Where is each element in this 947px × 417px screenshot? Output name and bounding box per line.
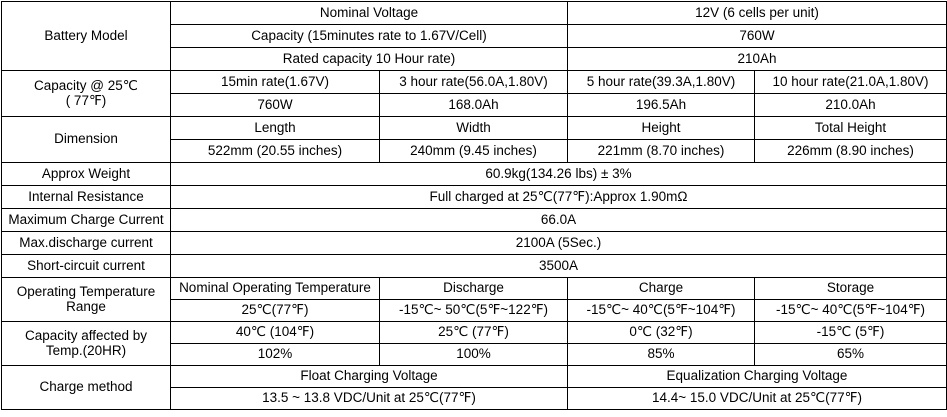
battery-model-row-1: Battery Model Nominal Voltage 12V (6 cel… [1, 1, 947, 71]
max-discharge-current-value: 2100A (5Sec.) [170, 231, 947, 255]
capacity-percent-value: 65% [754, 343, 947, 366]
capacity-15min-value: 760W [567, 24, 947, 48]
operating-temp-label: Operating Temperature Range [1, 277, 171, 322]
float-charging-header: Float Charging Voltage [170, 365, 568, 388]
operating-temp-value: -15℃~ 50℃(5℉~122℉) [379, 299, 568, 322]
battery-model-row-3: Rated capacity 10 Hour rate) 210Ah [2, 47, 947, 71]
dimension-value: 240mm (9.45 inches) [379, 139, 568, 163]
approx-weight-row: Approx Weight 60.9kg(134.26 lbs) ± 3% [1, 162, 947, 186]
short-circuit-current-row: Short-circuit current 3500A [1, 254, 947, 278]
capacity-percent-value: 102% [170, 343, 380, 366]
battery-model-row-2: Capacity (15minutes rate to 1.67V/Cell) … [2, 24, 947, 48]
dimension-label: Dimension [1, 116, 171, 163]
rate-value: 760W [170, 93, 380, 117]
short-circuit-current-value: 3500A [170, 254, 947, 278]
capacity-rate-value-row: 760W 168.0Ah 196.5Ah 210.0Ah [2, 93, 947, 117]
dimension-header-row: Dimension Length Width Height Total Heig… [1, 116, 947, 163]
charge-method-value-row: 13.5 ~ 13.8 VDC/Unit at 25℃(77℉) 14.4~ 1… [2, 387, 947, 410]
internal-resistance-row: Internal Resistance Full charged at 25℃(… [1, 185, 947, 209]
capacity-temp-label-line1: Capacity affected by [24, 328, 148, 344]
rated-capacity-value: 210Ah [567, 47, 947, 71]
capacity-temp-value: 25℃ (77℉) [379, 321, 568, 344]
approx-weight-value: 60.9kg(134.26 lbs) ± 3% [170, 162, 947, 186]
dimension-value-row: 522mm (20.55 inches) 240mm (9.45 inches)… [2, 139, 947, 163]
equalization-charging-value: 14.4~ 15.0 VDC/Unit at 25℃(77℉) [567, 387, 947, 410]
dimension-header: Height [567, 116, 755, 140]
internal-resistance-value: Full charged at 25℃(77℉):Approx 1.90mΩ [170, 185, 947, 209]
max-charge-current-label: Maximum Charge Current [1, 208, 171, 232]
nominal-voltage-value: 12V (6 cells per unit) [567, 1, 947, 25]
operating-temp-header: Charge [567, 277, 755, 300]
battery-spec-table: Battery Model Nominal Voltage 12V (6 cel… [1, 1, 947, 410]
charge-method-header-row: Charge method Float Charging Voltage Equ… [1, 365, 947, 410]
dimension-value: 226mm (8.90 inches) [754, 139, 947, 163]
max-charge-current-value: 66.0A [170, 208, 947, 232]
capacity-percent-value: 100% [379, 343, 568, 366]
operating-temp-header: Storage [754, 277, 947, 300]
operating-temp-value-row: 25℃(77℉) -15℃~ 50℃(5℉~122℉) -15℃~ 40℃(5℉… [2, 299, 947, 322]
short-circuit-current-label: Short-circuit current [1, 254, 171, 278]
operating-temp-value: -15℃~ 40℃(5℉~104℉) [754, 299, 947, 322]
rated-capacity-label: Rated capacity 10 Hour rate) [170, 47, 568, 71]
max-discharge-current-row: Max.discharge current 2100A (5Sec.) [1, 231, 947, 255]
dimension-header: Length [170, 116, 380, 140]
equalization-charging-header: Equalization Charging Voltage [567, 365, 947, 388]
float-charging-value: 13.5 ~ 13.8 VDC/Unit at 25℃(77℉) [170, 387, 568, 410]
approx-weight-label: Approx Weight [1, 162, 171, 186]
capacity-25c-label-line2: ( 77℉) [65, 92, 107, 108]
rate-value: 210.0Ah [754, 93, 947, 117]
capacity-percent-value: 85% [567, 343, 755, 366]
capacity-temp-value: 40℃ (104℉) [170, 321, 380, 344]
capacity-rate-header-row: Capacity @ 25℃ ( 77℉) 15min rate(1.67V) … [1, 70, 947, 117]
dimension-value: 221mm (8.70 inches) [567, 139, 755, 163]
dimension-value: 522mm (20.55 inches) [170, 139, 380, 163]
max-discharge-current-label: Max.discharge current [1, 231, 171, 255]
capacity-15min-label: Capacity (15minutes rate to 1.67V/Cell) [170, 24, 568, 48]
operating-temp-header-row: Operating Temperature Range Nominal Oper… [1, 277, 947, 322]
nominal-voltage-label: Nominal Voltage [170, 1, 568, 25]
rate-header: 3 hour rate(56.0A,1.80V) [379, 70, 568, 94]
capacity-25c-label-line1: Capacity @ 25℃ [34, 78, 138, 94]
operating-temp-label-line2: Range [66, 298, 106, 314]
operating-temp-value: -15℃~ 40℃(5℉~104℉) [567, 299, 755, 322]
dimension-header: Total Height [754, 116, 947, 140]
capacity-percent-row: 102% 100% 85% 65% [2, 343, 947, 366]
internal-resistance-label: Internal Resistance [1, 185, 171, 209]
rate-header: 10 hour rate(21.0A,1.80V) [754, 70, 947, 94]
dimension-header: Width [379, 116, 568, 140]
charge-method-label: Charge method [1, 365, 171, 410]
capacity-temp-label-line2: Temp.(20HR) [45, 342, 127, 358]
operating-temp-header: Nominal Operating Temperature [170, 277, 380, 300]
rate-header: 15min rate(1.67V) [170, 70, 380, 94]
capacity-25c-label: Capacity @ 25℃ ( 77℉) [1, 70, 171, 117]
capacity-temp-value: -15℃ (5℉) [754, 321, 947, 344]
battery-model-label: Battery Model [1, 1, 171, 71]
capacity-temp-value: 0℃ (32℉) [567, 321, 755, 344]
rate-value: 168.0Ah [379, 93, 568, 117]
operating-temp-header: Discharge [379, 277, 568, 300]
rate-header: 5 hour rate(39.3A,1.80V) [567, 70, 755, 94]
capacity-temp-label: Capacity affected by Temp.(20HR) [1, 321, 171, 366]
operating-temp-value: 25℃(77℉) [170, 299, 380, 322]
rate-value: 196.5Ah [567, 93, 755, 117]
operating-temp-label-line1: Operating Temperature [16, 284, 156, 300]
capacity-temp-row: Capacity affected by Temp.(20HR) 40℃ (10… [1, 321, 947, 366]
max-charge-current-row: Maximum Charge Current 66.0A [1, 208, 947, 232]
